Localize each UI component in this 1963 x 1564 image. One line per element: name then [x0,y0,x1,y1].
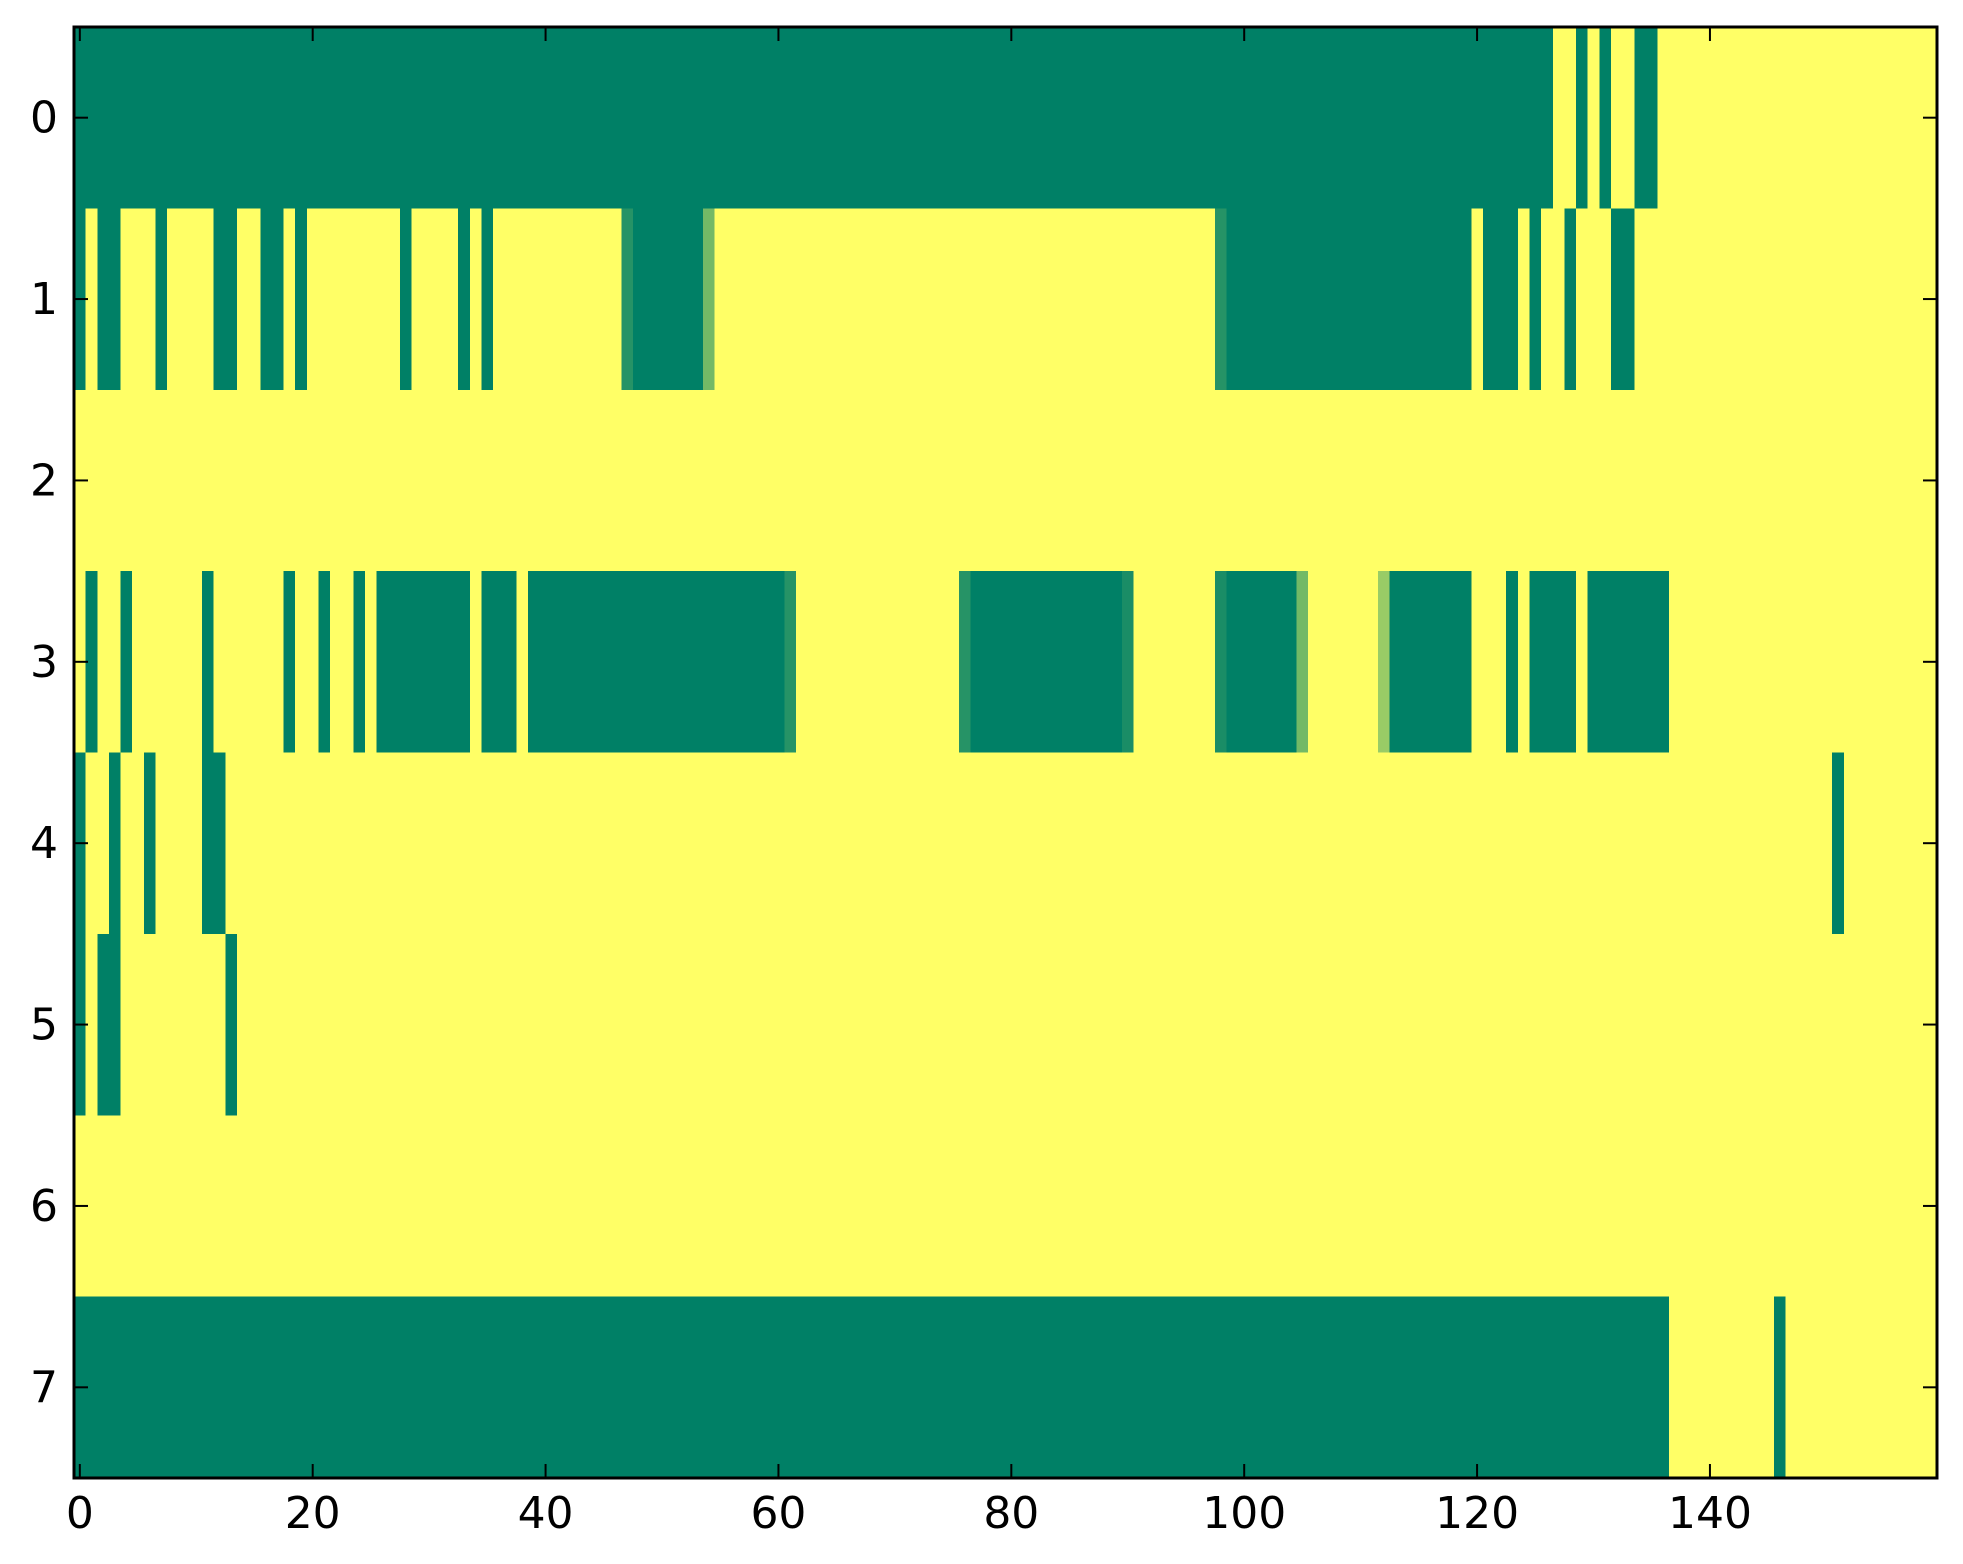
x-tick-label: 0 [66,1488,94,1539]
x-tick-label: 100 [1202,1488,1286,1539]
heatmap-cell-row-3 [120,571,133,753]
heatmap-cell-row-7 [1773,1296,1786,1478]
heatmap-cell-row-3 [1506,571,1518,753]
heatmap-cell-row-3 [318,571,331,753]
heatmap-cell-row-1 [1610,208,1635,390]
heatmap-cell-row-1 [702,208,715,390]
heatmap-cell-row-1 [1564,208,1577,390]
y-axis-tick-labels: 0 1 2 3 4 5 6 7 [30,93,58,1414]
heatmap-cell-row-3 [958,571,971,753]
heatmap-cell-row-1 [400,208,412,390]
x-tick-label: 140 [1668,1488,1752,1539]
heatmap-cell-row-3 [481,571,517,753]
heatmap-cell-row-3 [353,571,366,753]
heatmap-cell-row-1 [155,208,168,390]
heatmap-cell-row-3 [1389,571,1472,753]
heatmap-cell-row-1 [481,208,494,390]
heatmap-cell-row-1 [295,208,307,390]
heatmap-cell-row-0 [1576,27,1588,209]
heatmap-cell-row-3 [1587,571,1670,753]
heatmap-cell-row-3 [528,571,785,753]
heatmap-cell-row-0 [1599,27,1611,209]
heatmap-cell-row-3 [784,571,796,753]
y-tick-label: 6 [30,1181,58,1232]
y-tick-label: 1 [30,274,58,325]
heatmap-cell-row-4 [108,752,121,934]
heatmap-cell-row-3 [85,571,98,753]
heatmap-cell-row-3 [1378,571,1390,753]
y-tick-label: 5 [30,1000,58,1051]
heatmap-cell-row-3 [202,571,214,753]
heatmap-cell-row-4 [143,752,156,934]
y-tick-label: 7 [30,1362,58,1413]
x-tick-label: 60 [750,1488,806,1539]
heatmap-cell-row-1 [213,208,238,390]
y-tick-label: 4 [30,818,58,869]
heatmap-cell-row-1 [621,208,633,390]
heatmap-cell-row-5 [97,933,121,1116]
y-tick-label: 0 [30,93,58,144]
heatmap-cell-row-3 [283,571,296,753]
heatmap-cell-row-1 [97,208,121,390]
heatmap-cell-row-3 [1215,571,1227,753]
heatmap-cell-row-3 [1121,571,1134,753]
x-tick-label: 20 [285,1488,341,1539]
heatmap-cell-row-1 [1529,208,1542,390]
x-tick-label: 40 [518,1488,574,1539]
axis-ticks [74,27,1937,1478]
heatmap-cell-row-3 [1226,571,1297,753]
heatmap-cell-row-3 [970,571,1122,753]
heatmap-cell-row-3 [1296,571,1309,753]
heatmap-cell-row-1 [632,208,703,390]
y-tick-label: 2 [30,455,58,506]
plot-frame [72,25,1939,1480]
heatmap-cell-row-1 [1226,208,1472,390]
heatmap-cell-row-3 [376,571,470,753]
x-tick-label: 80 [983,1488,1039,1539]
heatmap-cell-row-1 [1482,208,1518,390]
heatmap-cell-row-0 [74,27,1553,209]
heatmap-cell-row-4 [1832,752,1844,934]
heatmap-cell-row-3 [1529,571,1577,753]
heatmap-cell-row-0 [1634,27,1658,209]
heatmap-cell-row-1 [260,208,284,390]
x-axis-tick-labels: 0 20 40 60 80 100 120 140 [66,1488,1752,1539]
x-tick-label: 120 [1435,1488,1519,1539]
heatmap-cell-row-7 [74,1296,1670,1478]
heatmap-cells [74,27,1937,1478]
heatmap-cell-row-1 [1215,208,1227,390]
heatmap-cell-row-5 [225,933,238,1116]
heatmap-cell-row-4 [202,752,226,934]
heatmap-cell-row-1 [458,208,470,390]
y-tick-label: 3 [30,637,58,688]
